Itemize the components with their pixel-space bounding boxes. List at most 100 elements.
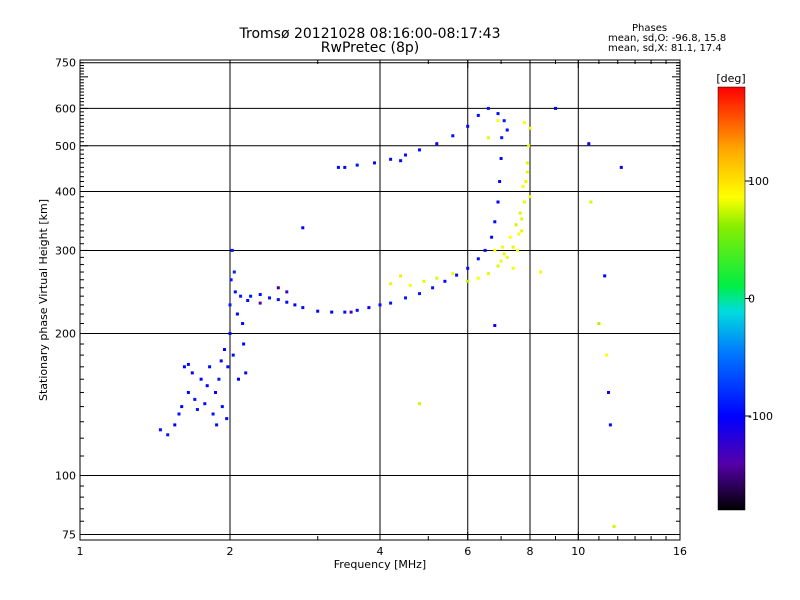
y-axis-label: Stationary phase Virtual Height [km]	[37, 199, 50, 401]
x-tick-label: 4	[377, 545, 384, 558]
y-tick-labels: 75 100 200 300 400 500 600 750	[55, 57, 76, 542]
echo-point	[466, 266, 470, 270]
echo-point	[276, 286, 280, 290]
x-tick-label: 8	[527, 545, 534, 558]
colorbar-tick-label: 100	[748, 175, 769, 188]
echo-point	[608, 423, 612, 427]
echo-point	[619, 165, 623, 169]
echo-point	[517, 232, 521, 236]
echo-point	[496, 264, 500, 268]
echo-point	[241, 322, 245, 325]
grid-lines	[80, 60, 680, 540]
echo-point	[514, 223, 518, 227]
echo-point	[435, 276, 439, 280]
echo-point	[389, 157, 393, 161]
echo-point	[466, 124, 470, 128]
echo-point	[511, 266, 515, 270]
y-tick-label: 300	[55, 244, 76, 257]
echo-point	[229, 278, 233, 282]
x-tick-label: 2	[227, 545, 234, 558]
echo-point	[408, 283, 412, 287]
echo-point	[355, 308, 359, 312]
echo-point	[435, 142, 439, 146]
echo-point	[214, 391, 217, 394]
echo-point	[367, 306, 371, 310]
echo-point	[223, 348, 226, 351]
echo-point	[232, 270, 236, 274]
echo-point	[496, 119, 500, 123]
echo-point	[177, 412, 181, 416]
colorbar-ticks: 100 0 -100	[745, 175, 773, 423]
echo-point	[389, 282, 393, 286]
echo-point	[199, 377, 203, 381]
colorbar-label: [deg]	[716, 72, 745, 85]
echo-point	[190, 371, 194, 375]
echo-point	[285, 290, 289, 294]
y-tick-label: 600	[55, 102, 76, 115]
echo-point	[418, 148, 421, 152]
echo-point	[520, 229, 524, 233]
echo-point	[404, 153, 407, 157]
echo-point	[158, 428, 162, 432]
echo-point	[301, 306, 305, 310]
echo-point	[516, 248, 519, 252]
echo-point	[276, 298, 280, 302]
echo-point	[496, 200, 500, 204]
echo-point	[220, 405, 224, 409]
X-mode-series	[389, 119, 616, 528]
echo-point	[501, 245, 505, 249]
echo-point	[607, 391, 610, 394]
echo-point	[244, 371, 248, 375]
echo-point	[195, 408, 199, 411]
echo-point	[249, 294, 253, 298]
x-tick-label: 6	[464, 545, 471, 558]
y-tick-label: 500	[55, 140, 76, 153]
echo-point	[230, 248, 234, 252]
echo-point	[203, 402, 207, 406]
echo-point	[466, 279, 470, 283]
echo-point	[180, 405, 184, 409]
echo-point	[422, 279, 426, 283]
echo-point	[399, 274, 403, 278]
echo-point	[258, 293, 262, 296]
echo-point	[301, 226, 305, 230]
echo-point	[451, 134, 455, 138]
echo-point	[587, 142, 591, 146]
x-tick-labels: 1 2 4 6 8 10 16	[77, 545, 688, 558]
echo-point	[231, 353, 235, 357]
echo-point	[505, 128, 509, 132]
echo-point	[525, 170, 529, 174]
echo-point	[225, 417, 229, 421]
echo-point	[493, 248, 497, 252]
echo-point	[193, 397, 197, 401]
echo-point	[389, 301, 393, 305]
echo-point	[355, 163, 359, 167]
echo-point	[399, 159, 403, 163]
echo-point	[228, 332, 232, 335]
echo-point	[603, 274, 607, 278]
phases-heading: Phases	[632, 23, 668, 34]
echo-point	[217, 377, 221, 381]
echo-point	[237, 377, 240, 381]
echo-point	[205, 384, 209, 388]
echo-point	[455, 273, 459, 277]
echo-point	[486, 106, 490, 110]
x-tick-label: 10	[571, 545, 585, 558]
echo-point	[518, 211, 522, 215]
echo-point	[589, 200, 593, 204]
echo-point	[293, 303, 297, 307]
y-tick-label: 750	[55, 57, 76, 70]
echo-point	[316, 309, 320, 313]
chart-title: Tromsø 20121028 08:16:00-08:17:43	[239, 26, 501, 42]
echo-point	[215, 423, 219, 427]
y-tick-label: 75	[62, 528, 76, 541]
O-mode-series	[158, 106, 623, 437]
echo-point	[219, 359, 223, 363]
echo-point	[498, 180, 502, 183]
echo-point	[336, 165, 340, 169]
echo-point	[476, 113, 480, 117]
echo-point	[166, 433, 170, 437]
echo-point	[343, 310, 347, 314]
echo-point	[486, 272, 490, 276]
data-points	[158, 106, 623, 528]
